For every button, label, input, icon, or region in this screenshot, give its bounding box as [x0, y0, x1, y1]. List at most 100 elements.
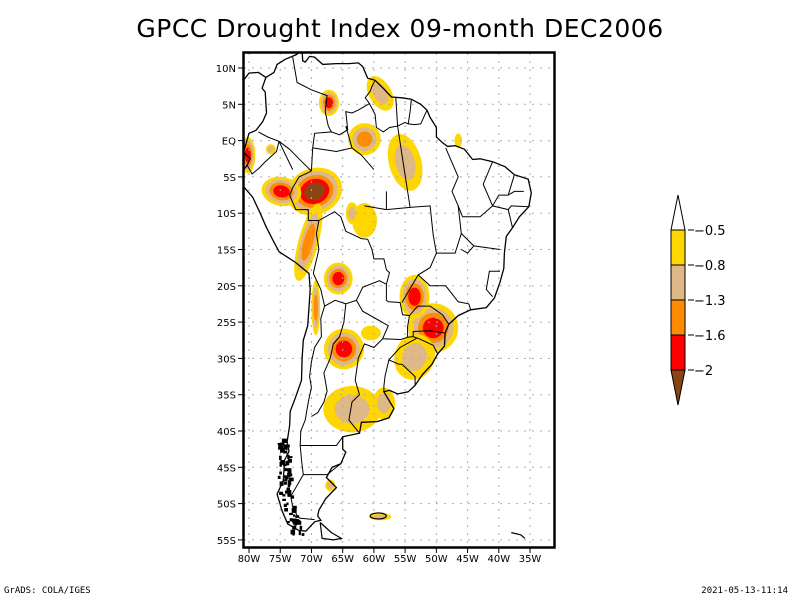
archipelago-island — [291, 530, 295, 535]
colorbar-segment — [671, 265, 685, 300]
drought-contour — [377, 394, 391, 413]
archipelago-island — [289, 513, 293, 515]
lat-tick-label: 20S — [217, 282, 236, 293]
border-line — [461, 234, 500, 250]
drought-contour — [268, 146, 274, 152]
lon-tick-label: 75W — [269, 554, 292, 565]
coastlines-and-borders — [225, 51, 531, 540]
border-line — [493, 175, 515, 228]
drought-region-southern-bolivia — [324, 263, 353, 295]
lat-tick-label: EQ — [222, 137, 236, 148]
archipelago-island — [280, 460, 284, 465]
border-line — [258, 132, 279, 141]
colorbar-segment — [671, 335, 685, 370]
drought-contour — [336, 341, 353, 358]
colorbar-label: −2 — [694, 364, 713, 379]
lat-tick-label: 35S — [217, 391, 236, 402]
lon-tick-label: 45W — [456, 554, 479, 565]
lon-tick-label: 70W — [300, 554, 323, 565]
archipelago-island — [287, 473, 290, 477]
drought-region-atacama — [311, 280, 320, 335]
archipelago-island — [279, 456, 282, 460]
drought-region-roraima — [348, 123, 380, 155]
tierra-del-fuego — [320, 523, 341, 540]
archipelago-island — [287, 521, 290, 523]
drought-region-chaco — [361, 326, 381, 341]
archipelago-island — [300, 526, 303, 530]
colorbar-label: −0.5 — [694, 224, 726, 239]
longitude-axis: 80W 75W 70W 65W 60W 55W 50W 45W 40W 35W — [238, 548, 542, 565]
drought-contour — [314, 294, 318, 320]
archipelago-island — [292, 526, 296, 530]
archipelago-island — [299, 531, 301, 535]
lat-tick-label: 10S — [217, 209, 236, 220]
archipelago-island — [288, 493, 292, 496]
archipelago-island — [282, 499, 286, 501]
lat-tick-label: 30S — [217, 354, 236, 365]
colorbar-label: −0.8 — [694, 259, 726, 274]
border-line — [279, 141, 311, 171]
border-line — [486, 271, 500, 296]
border-line — [293, 57, 332, 171]
lat-tick-label: 55S — [217, 536, 236, 547]
archipelago-island — [284, 482, 287, 485]
archipelago-island — [286, 461, 289, 466]
drought-contour — [423, 318, 444, 338]
archipelago-island — [279, 492, 283, 495]
lat-tick-label: 15S — [217, 246, 236, 257]
archipelago-island — [282, 439, 287, 443]
lon-tick-label: 55W — [394, 554, 417, 565]
border-line — [508, 206, 529, 210]
lon-tick-label: 35W — [519, 554, 542, 565]
archipelago-island — [293, 506, 297, 508]
colorbar-segment — [671, 300, 685, 335]
colorbar-triangle-below — [671, 370, 685, 405]
latitude-axis: 10N5NEQ5S10S15S20S25S30S35S40S45S50S55S — [216, 64, 243, 547]
archipelago-island — [287, 455, 289, 459]
border-line — [508, 191, 524, 195]
archipelago-island — [288, 468, 292, 473]
lon-tick-label: 65W — [331, 554, 354, 565]
colorbar-label: −1.6 — [694, 329, 726, 344]
lon-tick-label: 40W — [487, 554, 510, 565]
archipelago-island — [284, 508, 288, 512]
drought-region-guyana — [361, 71, 399, 115]
archipelago-island — [292, 508, 297, 513]
colorbar-legend: −0.5 −0.8 −1.3 −1.6 −2 — [671, 195, 726, 405]
lon-tick-label: 50W — [425, 554, 448, 565]
archipelago-island — [279, 472, 282, 475]
border-line — [291, 306, 325, 519]
archipelago-island — [287, 445, 290, 448]
lon-tick-label: 60W — [363, 554, 386, 565]
footer-credit: GrADS: COLA/IGES — [4, 586, 91, 596]
drought-map: 10N5NEQ5S10S15S20S25S30S35S40S45S50S55S … — [0, 0, 800, 600]
archipelago-island — [293, 520, 298, 525]
lat-tick-label: 5N — [222, 100, 236, 111]
drought-contour — [357, 131, 373, 146]
lat-tick-label: 50S — [217, 500, 236, 511]
lat-tick-label: 10N — [216, 64, 236, 75]
footer-timestamp: 2021-05-13-11:14 — [701, 586, 788, 596]
archipelago-island — [285, 448, 287, 451]
archipelago-island — [280, 481, 284, 485]
colorbar-triangle-above — [671, 195, 685, 230]
border-line — [398, 99, 412, 126]
lat-tick-label: 25S — [217, 318, 236, 329]
drought-region-para — [382, 130, 428, 195]
archipelago-island — [291, 495, 294, 498]
border-line — [408, 110, 427, 125]
lat-tick-label: 40S — [217, 427, 236, 438]
drought-contour — [361, 326, 381, 341]
archipelago-island — [290, 518, 293, 521]
colorbar-label: −1.3 — [694, 294, 726, 309]
archipelago-island — [302, 533, 305, 536]
archipelago-island — [278, 443, 283, 445]
border-line — [300, 437, 343, 446]
archipelago-island — [283, 479, 288, 481]
border-line — [384, 360, 389, 392]
drought-contour — [408, 288, 420, 306]
archipelago-island — [280, 448, 285, 453]
archipelago-island — [286, 503, 288, 506]
archipelago-island — [293, 514, 295, 516]
lat-tick-label: 45S — [217, 463, 236, 474]
